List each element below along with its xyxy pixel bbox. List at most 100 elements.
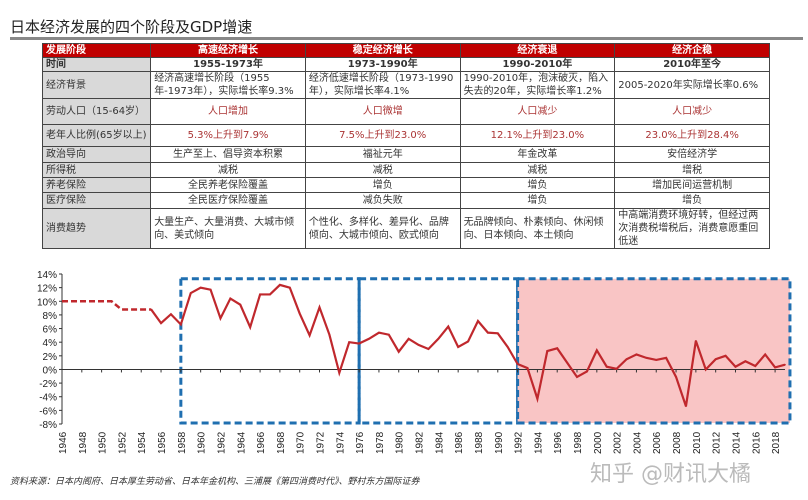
data-point: [288, 286, 291, 289]
row-label: 所得税: [41, 162, 152, 178]
x-tick-label: 1954: [137, 431, 148, 454]
y-tick-label: -2%: [39, 379, 57, 390]
data-point: [358, 342, 360, 345]
table-cell: 人口微增: [304, 98, 461, 125]
row-label: 消费趋势: [41, 208, 152, 249]
x-tick-label: 1986: [454, 431, 465, 454]
title-divider: [10, 37, 803, 40]
x-tick-label: 2002: [613, 431, 624, 454]
data-point: [378, 331, 380, 334]
x-tick-label: 2010: [692, 431, 703, 454]
data-point: [665, 357, 667, 359]
y-tick-label: -6%: [39, 406, 57, 417]
x-tick-label: 1968: [276, 431, 287, 454]
x-tick-label: 1984: [434, 431, 445, 454]
data-point: [150, 308, 152, 311]
data-point: [229, 297, 232, 300]
table-cell: 经济低速增长阶段（1973-1990年），实际增长率4.1%: [304, 71, 461, 99]
x-tick-label: 1956: [157, 431, 168, 454]
row-label: 医疗保险: [41, 192, 152, 209]
data-point: [695, 340, 697, 342]
data-point: [388, 333, 390, 336]
data-point: [368, 337, 370, 340]
x-tick-label: 1990: [494, 431, 505, 454]
data-point: [477, 320, 479, 322]
data-point: [506, 346, 509, 348]
y-tick-label: 8%: [43, 311, 58, 322]
x-tick-label: 1976: [355, 431, 366, 454]
table-row: 消费趋势 大量生产、大量消费、大城市倾向、美式倾向 个性化、多样化、差异化、品牌倾向…: [41, 208, 770, 249]
table-cell: 个性化、多样化、差异化、品牌倾向、大城市倾向、欧式倾向: [304, 208, 461, 249]
x-tick-label: 1946: [58, 431, 69, 454]
y-tick-label: 2%: [43, 352, 58, 363]
data-point: [655, 359, 658, 361]
data-point: [675, 376, 677, 378]
x-tick-label: 1962: [216, 431, 227, 454]
data-point: [427, 348, 430, 350]
data-point: [625, 358, 628, 361]
data-point: [447, 325, 450, 328]
data-point: [328, 333, 331, 336]
source-note: 资料来源：日本内阁府、日本厚生劳动省、日本年金机构、三浦展《第四消费时代》、野村…: [10, 477, 420, 487]
data-point: [635, 353, 638, 356]
data-point: [298, 312, 301, 315]
data-point: [576, 376, 578, 378]
data-point: [189, 292, 192, 294]
data-point: [318, 306, 321, 309]
data-point: [754, 365, 757, 367]
data-point: [269, 293, 271, 296]
table-header: 稳定经济增长: [304, 43, 461, 58]
table-cell: 大量生产、大量消费、大城市倾向、美式倾向: [150, 208, 306, 249]
y-tick-label: 12%: [37, 284, 57, 295]
data-point: [487, 331, 489, 334]
table-row: 经济背景 经济高速增长阶段（1955年-1973年），实际增长率9.3% 经济低速增…: [41, 71, 770, 99]
data-point: [566, 361, 568, 364]
table-row: 医疗保险 全民医疗保险覆盖 减负失败 增负 增负: [41, 192, 770, 209]
table-header: 高速经济增长: [150, 43, 306, 58]
period-box: [179, 277, 361, 425]
data-point: [417, 344, 420, 346]
data-point: [160, 322, 162, 324]
data-point: [586, 370, 588, 373]
data-point: [308, 334, 311, 337]
x-tick-label: 1960: [197, 431, 208, 454]
data-point: [239, 303, 242, 306]
x-tick-label: 2018: [771, 431, 782, 454]
x-tick-label: 1970: [296, 431, 307, 454]
data-point: [724, 355, 727, 357]
table-cell: 1990-2010年，泡沫破灭，陷入失去的20年，实际增长率1.2%: [459, 71, 616, 99]
data-point: [536, 397, 539, 400]
table-cell: 人口增加: [150, 98, 306, 125]
x-tick-label: 1980: [395, 431, 406, 454]
data-point: [714, 358, 717, 361]
x-tick-label: 2008: [672, 431, 683, 454]
data-point: [407, 337, 410, 340]
data-point: [556, 347, 559, 350]
data-point: [615, 367, 618, 370]
x-tick-label: 1966: [256, 431, 267, 454]
x-tick-label: 1988: [474, 431, 485, 454]
data-point: [516, 363, 519, 365]
table-cell: 中高端消费环境好转，但经过两次消费税增税后，消费意愿重回低迷: [614, 208, 770, 249]
gdp-growth-chart: -8% -6% -4% -2% 0% 2% 4% 6% 8% 10% 12% 14% 1946 1948 1…: [37, 270, 792, 454]
x-tick-label: 1958: [177, 431, 188, 454]
data-point: [348, 341, 351, 343]
x-tick-label: 2012: [712, 431, 723, 454]
x-tick-label: 2014: [731, 431, 742, 454]
data-point: [180, 323, 182, 326]
data-point: [209, 288, 212, 291]
data-point: [219, 317, 222, 320]
data-point: [605, 365, 608, 368]
data-point: [784, 363, 786, 366]
y-tick-label: 10%: [37, 297, 57, 308]
period-box: [357, 277, 520, 425]
x-tick-label: 1992: [514, 431, 525, 454]
data-point: [496, 332, 499, 335]
x-tick-label: 2016: [751, 431, 762, 454]
y-tick-label: -4%: [39, 393, 57, 404]
x-tick-label: 1998: [573, 431, 584, 454]
page-title: 日本经济发展的四个阶段及GDP增速: [10, 18, 253, 36]
data-point: [457, 346, 459, 348]
x-tick-label: 1994: [533, 431, 544, 454]
data-point: [437, 337, 440, 340]
